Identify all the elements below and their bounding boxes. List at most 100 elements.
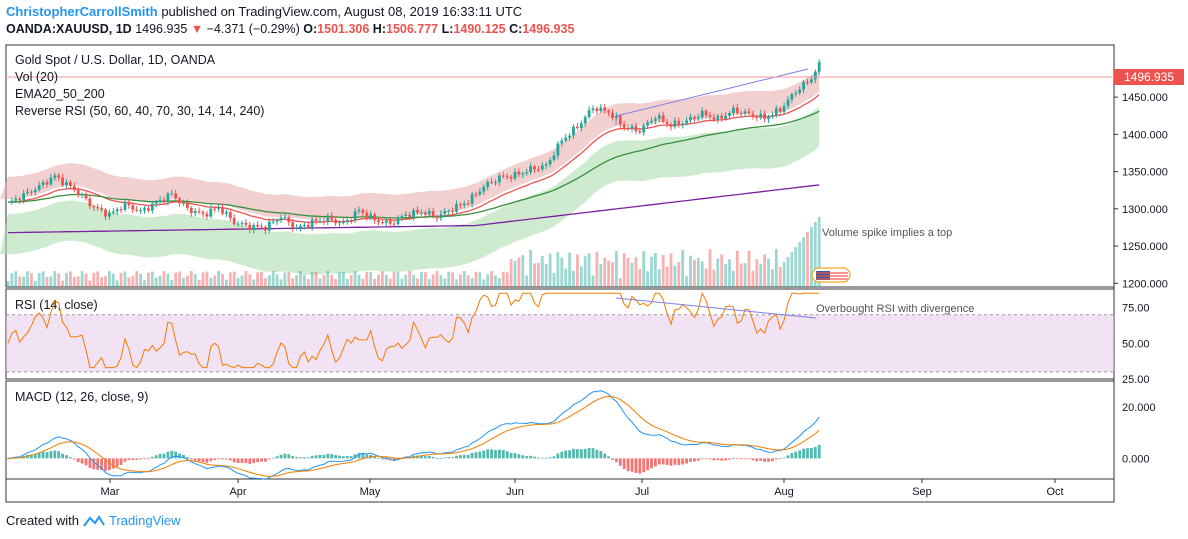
candle-body xyxy=(96,207,100,209)
macd-histogram-bar xyxy=(361,453,365,459)
volume-bar xyxy=(739,263,743,287)
candle xyxy=(661,111,665,124)
volume-bar xyxy=(264,278,267,287)
volume-bar xyxy=(498,278,501,287)
macd-pane[interactable] xyxy=(5,380,1115,503)
macd-histogram-bar xyxy=(661,458,665,465)
candle-body xyxy=(439,213,443,219)
candle xyxy=(767,114,770,123)
candle xyxy=(135,206,139,213)
macd-histogram-bar xyxy=(427,455,431,459)
volume-bar xyxy=(108,271,111,287)
macd-histogram-bar xyxy=(517,454,521,459)
candle-body xyxy=(279,217,283,221)
candle-body xyxy=(310,219,314,228)
volume-bar xyxy=(131,275,135,287)
candle xyxy=(654,116,657,125)
flag-icon[interactable] xyxy=(811,267,851,283)
macd-histogram-bar xyxy=(61,453,64,459)
macd-histogram-bar xyxy=(529,455,532,459)
candle-body xyxy=(501,175,505,177)
volume-bar xyxy=(18,276,22,287)
volume-bar xyxy=(689,255,692,287)
macd-histogram-bar xyxy=(451,457,454,459)
candle xyxy=(256,221,259,229)
volume-bar xyxy=(634,256,638,287)
candle-body xyxy=(100,208,103,210)
macd-histogram-bar xyxy=(197,458,201,462)
macd-histogram-bar xyxy=(76,458,80,463)
down-arrow-icon: ▼ xyxy=(190,22,204,36)
macd-histogram-bar xyxy=(615,458,618,463)
candle xyxy=(80,192,84,199)
candle-body xyxy=(283,217,287,219)
volume-bar xyxy=(665,266,669,287)
candle xyxy=(466,199,470,206)
volume-bar xyxy=(505,272,509,287)
price-tick-label: 1200.000 xyxy=(1122,278,1168,290)
candle-body xyxy=(271,221,275,223)
candle xyxy=(275,218,279,226)
macd-histogram-bar xyxy=(123,458,127,462)
candle xyxy=(236,220,240,228)
macd-histogram-bar xyxy=(646,458,649,471)
macd-histogram-bar xyxy=(57,451,61,459)
macd-histogram-bar xyxy=(817,445,821,459)
candle-body xyxy=(76,190,80,195)
price-tick-label: 1250.000 xyxy=(1122,241,1168,253)
volume-bar xyxy=(361,278,365,287)
volume-bar xyxy=(427,279,431,287)
macd-histogram-bar xyxy=(556,453,560,459)
macd-histogram-bar xyxy=(494,450,497,459)
candle xyxy=(30,189,33,196)
volume-bar xyxy=(521,255,525,287)
volume-bar xyxy=(704,268,708,287)
macd-histogram-bar xyxy=(560,451,564,459)
candle xyxy=(49,173,53,187)
volume-bar xyxy=(349,274,353,287)
macd-histogram-bar xyxy=(84,458,88,466)
macd-histogram-bar xyxy=(642,458,646,473)
macd-histogram-bar xyxy=(525,456,529,459)
candle xyxy=(572,124,575,140)
candle-body xyxy=(435,215,439,219)
macd-histogram-bar xyxy=(267,458,271,460)
close-value: 1496.935 xyxy=(522,22,575,36)
macd-histogram-bar xyxy=(572,448,575,459)
macd-histogram-bar xyxy=(291,456,295,459)
candle xyxy=(521,171,525,179)
volume-bar xyxy=(470,278,474,287)
candle-body xyxy=(607,110,610,113)
volume-bar xyxy=(630,262,634,287)
macd-histogram-bar xyxy=(622,458,626,469)
rsi-tick-label: 25.00 xyxy=(1122,374,1150,386)
volume-bar xyxy=(10,273,14,287)
candle xyxy=(420,209,423,216)
rsi-divergence-line[interactable] xyxy=(615,297,817,319)
volume-bar xyxy=(802,237,805,287)
candle xyxy=(470,191,474,208)
candle-body xyxy=(65,182,68,186)
volume-bar xyxy=(708,249,712,287)
candle-body xyxy=(41,182,45,186)
macd-histogram-bar xyxy=(275,456,279,459)
volume-bar xyxy=(400,278,404,287)
author-link[interactable]: ChristopherCarrollSmith xyxy=(6,4,158,19)
candle-body xyxy=(232,217,236,225)
volume-bars xyxy=(6,217,821,287)
candle-body xyxy=(720,115,724,119)
candle-body xyxy=(759,113,763,118)
tradingview-link[interactable]: TradingView xyxy=(108,513,181,528)
last-price-tag-text: 1496.935 xyxy=(1124,70,1174,84)
candle xyxy=(591,105,595,114)
volume-bar xyxy=(373,278,376,287)
candle xyxy=(100,204,103,213)
volume-bar xyxy=(275,274,279,287)
volume-bar xyxy=(326,271,330,287)
candle-body xyxy=(416,210,419,213)
candle xyxy=(170,189,174,196)
candle-body xyxy=(244,222,248,225)
time-tick-label: Oct xyxy=(1046,486,1063,498)
volume-bar xyxy=(587,253,591,287)
